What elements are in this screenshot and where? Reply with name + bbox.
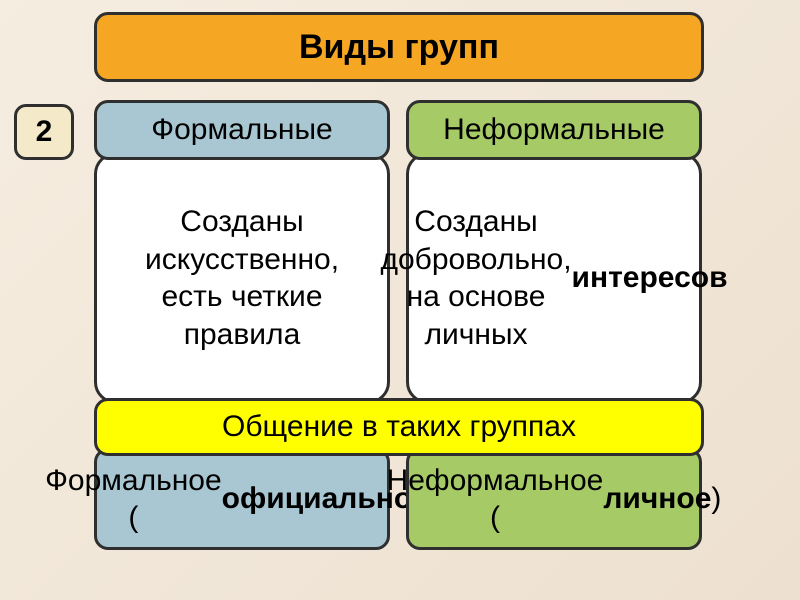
number-badge: 2 [14,104,74,160]
title-box: Виды групп [94,12,704,82]
informal-header: Неформальные [406,100,702,160]
communication-bar: Общение в таких группах [94,398,704,456]
formal-footer: Формальное(официальное) [94,448,390,550]
informal-footer: Неформальное(личное) [406,448,702,550]
informal-description: Созданыдобровольно,на основеличныхинтере… [406,152,702,404]
formal-description: Созданыискусственно,есть четкиеправила [94,152,390,404]
formal-header: Формальные [94,100,390,160]
